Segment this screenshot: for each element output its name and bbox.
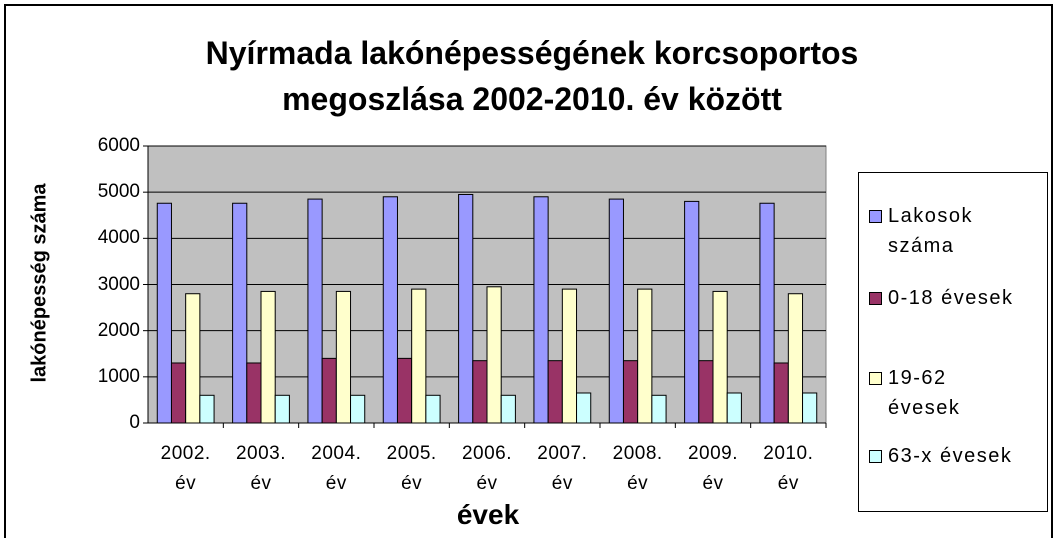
bar (411, 288, 427, 424)
y-axis-label: lakónépesség száma (28, 183, 51, 383)
bar (274, 394, 290, 424)
legend-swatch (869, 450, 882, 463)
bar (712, 290, 728, 424)
bar (651, 394, 667, 424)
bar (608, 198, 624, 424)
x-tick-label: 2002. év (160, 443, 211, 494)
legend-label: 63-x évesek (888, 445, 1013, 467)
bar (199, 394, 215, 424)
x-tick-label: 2003. év (235, 443, 287, 494)
legend: Lakosok száma 0-18 évesek 19-62 évesek 63-x… (858, 172, 1048, 512)
bar (260, 290, 276, 424)
chart-border (4, 4, 1053, 538)
bar (170, 362, 187, 424)
y-tick-label: 0 (129, 412, 140, 433)
bar (350, 394, 366, 424)
bar (232, 202, 248, 424)
y-tick-label: 3000 (97, 273, 140, 295)
y-tick-label: 5000 (97, 181, 140, 203)
bar (561, 288, 578, 424)
bar (335, 290, 352, 424)
bar (321, 357, 337, 424)
bar (787, 293, 804, 424)
bar (759, 202, 775, 424)
x-axis-label: évek (456, 499, 520, 530)
chart-title: Nyírmada lakónépességének korcsoportos m… (205, 35, 859, 117)
legend-swatch (869, 372, 882, 385)
legend-label: 19-62 évesek (888, 367, 961, 419)
bar (637, 288, 653, 424)
legend-label: Lakosok száma (888, 205, 973, 257)
y-tick-label: 1000 (97, 365, 140, 387)
legend-swatch (869, 210, 882, 223)
x-tick-label: 2010. év (763, 443, 814, 494)
bar (382, 196, 398, 424)
y-tick-label: 6000 (97, 135, 140, 156)
x-tick-label: 2008. év (612, 443, 663, 494)
x-tick-label: 2005. év (386, 443, 437, 494)
x-tick-label: 2009. év (687, 443, 739, 494)
bar (307, 198, 323, 424)
x-tick-label: 2007. év (537, 443, 588, 494)
bar (500, 394, 516, 424)
x-tick-label: 2006. év (461, 443, 513, 494)
bar (698, 360, 714, 424)
bar (458, 193, 474, 424)
bar (185, 293, 201, 424)
bar (684, 200, 700, 424)
y-tick-label: 2000 (97, 319, 140, 341)
bar (156, 202, 172, 424)
bar (396, 357, 413, 424)
bar (773, 362, 789, 424)
bar (533, 196, 549, 424)
bar (802, 392, 818, 424)
bar (726, 392, 742, 424)
bar (547, 360, 563, 424)
legend-swatch (869, 292, 882, 305)
bar (246, 362, 262, 424)
bar (486, 286, 502, 424)
legend-label: 0-18 évesek (888, 287, 1014, 309)
x-tick-label: 2004. év (311, 443, 362, 494)
bar (472, 360, 488, 424)
y-tick-label: 4000 (97, 227, 140, 249)
bar (425, 394, 441, 424)
bar (576, 392, 592, 424)
bar (622, 360, 639, 424)
